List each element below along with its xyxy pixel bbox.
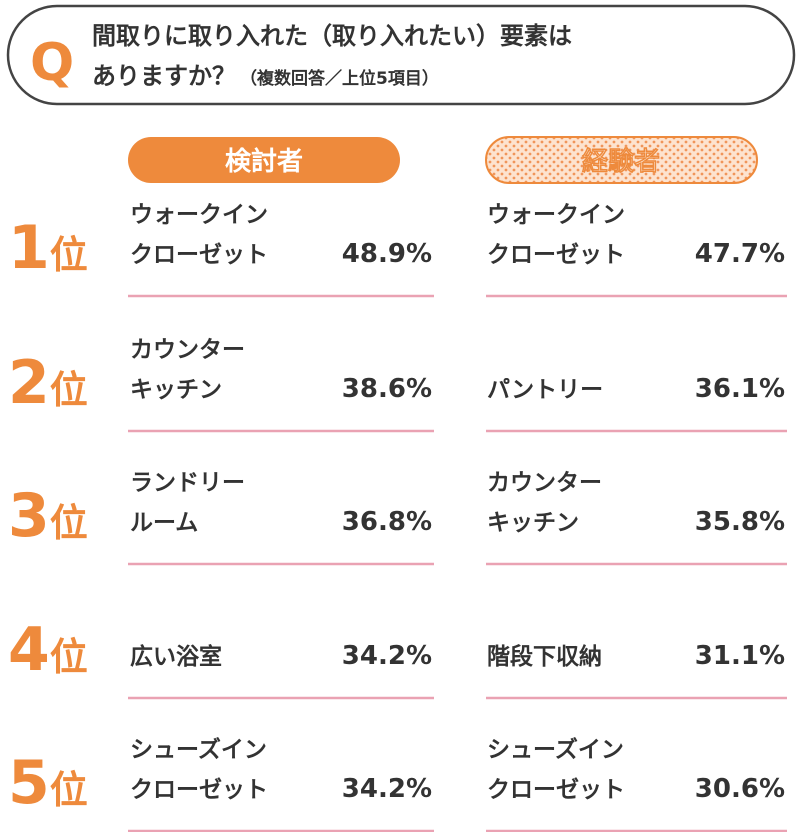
- item-name: 階段下収納: [487, 643, 602, 670]
- item-name: キッチン: [130, 377, 222, 403]
- percentage: 34.2%: [342, 641, 432, 671]
- item-name: カウンター: [130, 337, 245, 363]
- percentage: 36.1%: [695, 374, 785, 404]
- column-header: 検討者: [225, 146, 303, 177]
- item-name: シューズイン: [487, 736, 624, 763]
- percentage: 36.8%: [342, 507, 432, 537]
- rank-suffix: 位: [50, 501, 88, 545]
- rank: 4位: [8, 615, 88, 685]
- percentage: 47.7%: [695, 239, 785, 269]
- item-name: 広い浴室: [130, 643, 222, 670]
- item-name: ルーム: [130, 510, 198, 536]
- item-name: ウォークイン: [487, 202, 625, 228]
- column-pill: [128, 137, 400, 183]
- rank: 5位: [8, 748, 88, 818]
- q-mark: Q: [30, 33, 74, 93]
- percentage: 35.8%: [695, 507, 785, 537]
- item-name: クローゼット: [487, 242, 625, 268]
- rank-suffix: 位: [50, 368, 88, 412]
- percentage: 30.6%: [695, 774, 785, 804]
- percentage: 31.1%: [695, 641, 785, 671]
- item-name: クローゼット: [130, 777, 268, 803]
- item-name: クローゼット: [487, 777, 625, 803]
- rank: 3位: [8, 481, 88, 551]
- item-name: クローゼット: [130, 242, 268, 268]
- item-name: シューズイン: [130, 736, 267, 763]
- column-pill: [485, 136, 758, 184]
- question-box: [6, 4, 796, 106]
- item-name: ランドリー: [130, 470, 245, 496]
- item-name: キッチン: [487, 510, 579, 536]
- rank-suffix: 位: [50, 233, 88, 277]
- item-name: パントリー: [487, 377, 603, 403]
- percentage: 34.2%: [342, 774, 432, 804]
- rank: 1位: [8, 213, 88, 283]
- question-line: 間取りに取り入れた（取り入れたい）要素は: [92, 22, 572, 50]
- rank: 2位: [8, 348, 88, 418]
- item-name: カウンター: [487, 470, 602, 496]
- percentage: 48.9%: [342, 239, 432, 269]
- question-note: （複数回答／上位5項目）: [240, 68, 439, 89]
- item-name: ウォークイン: [130, 202, 268, 228]
- percentage: 38.6%: [342, 374, 432, 404]
- column-header: 経験者: [582, 146, 660, 177]
- rank-suffix: 位: [50, 635, 88, 679]
- rank-suffix: 位: [50, 768, 88, 812]
